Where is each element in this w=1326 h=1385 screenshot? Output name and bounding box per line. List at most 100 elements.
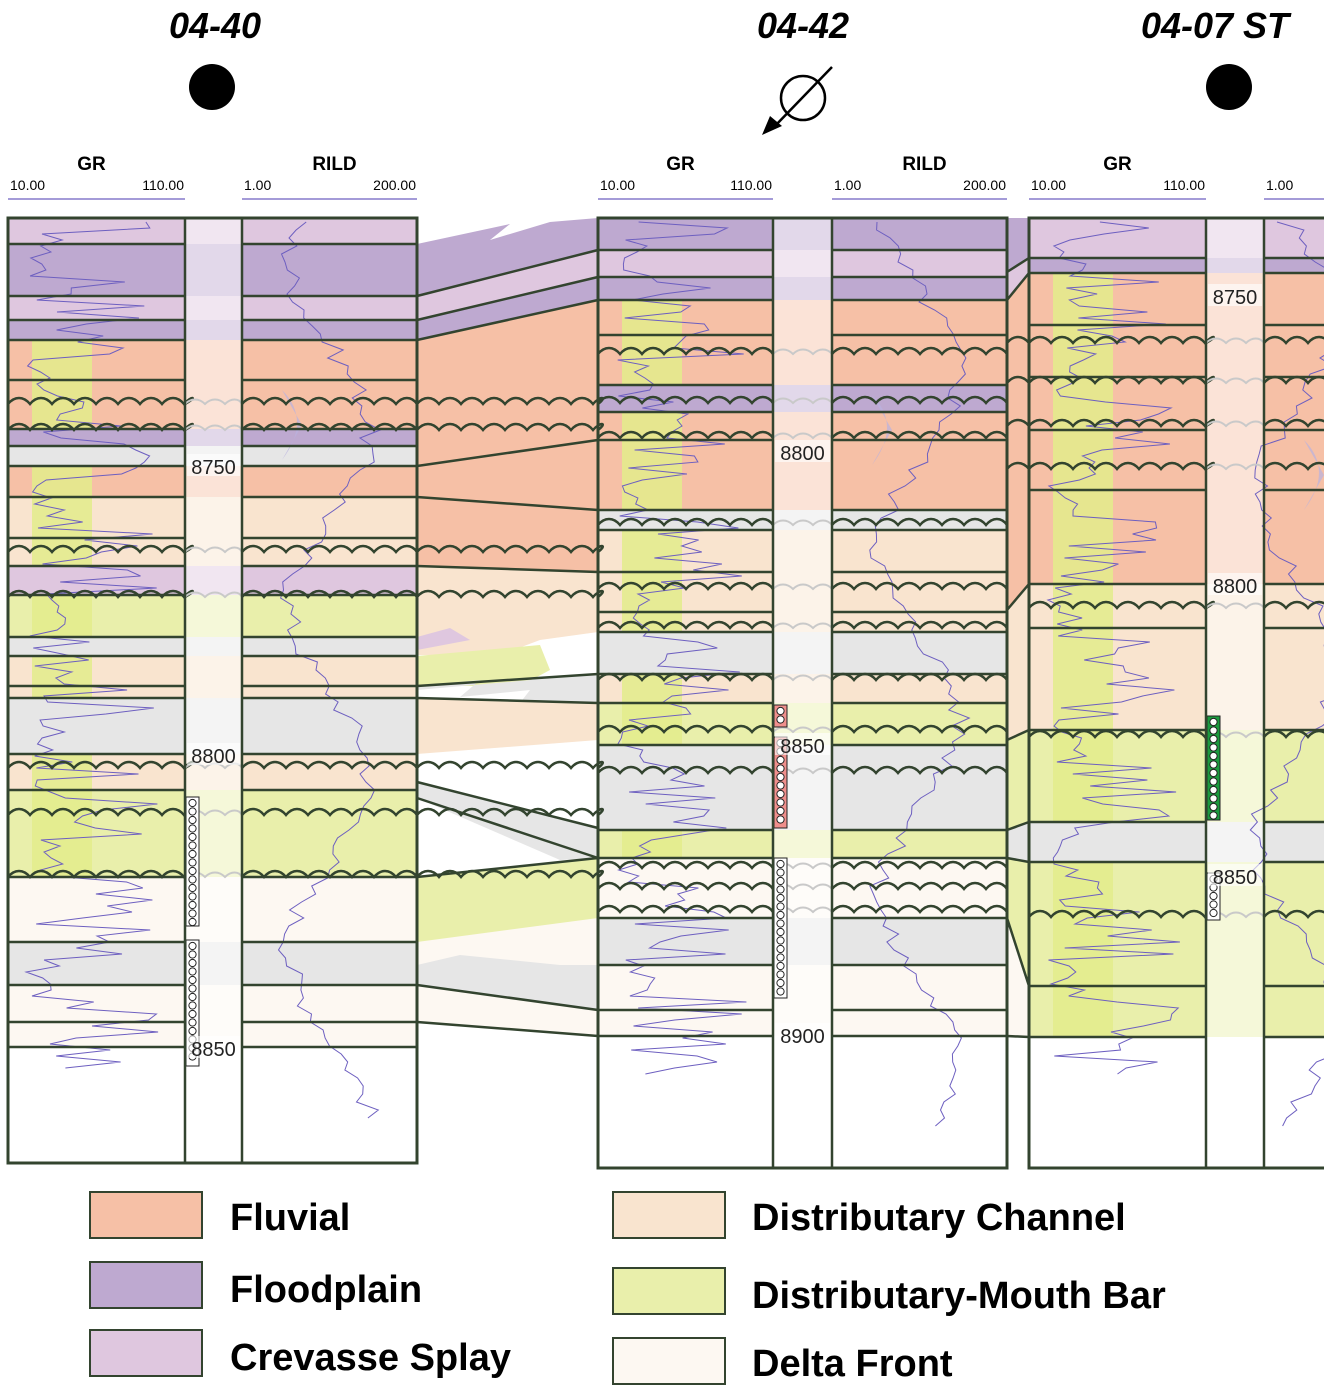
perforation-shot bbox=[188, 858, 197, 867]
perforation-shot bbox=[1209, 734, 1218, 744]
perforation-shot bbox=[188, 967, 197, 976]
gr-scale-min: 10.00 bbox=[1031, 177, 1066, 193]
correlation-line bbox=[1006, 728, 1030, 742]
facies-band-res bbox=[242, 446, 417, 466]
facies-band-res bbox=[242, 877, 417, 942]
perforation-shot bbox=[188, 798, 197, 808]
erosion-surface-corr bbox=[1006, 418, 1030, 427]
facies-band-res bbox=[1264, 325, 1324, 377]
rild-fill bbox=[872, 395, 892, 465]
perforation-shot bbox=[188, 1001, 197, 1010]
facies-band-res bbox=[832, 745, 1007, 830]
facies-band-res bbox=[242, 320, 417, 340]
erosion-surface-gr bbox=[597, 430, 775, 440]
erosion-surface-depth bbox=[1205, 420, 1265, 428]
depth-track-band bbox=[185, 637, 242, 656]
perforation-shot bbox=[188, 950, 197, 959]
facies-band-res bbox=[242, 1022, 417, 1047]
facies-band-gr bbox=[598, 632, 773, 674]
perforation-shot bbox=[776, 961, 785, 971]
filled-circle-icon bbox=[189, 64, 235, 110]
correlation-panel bbox=[417, 497, 598, 572]
perforation-shot bbox=[776, 953, 785, 962]
erosion-surface-depth bbox=[772, 674, 833, 682]
correlation-line bbox=[416, 983, 599, 1012]
legend-swatch bbox=[612, 1337, 726, 1385]
erosion-surface-gr bbox=[597, 395, 775, 405]
erosion-surface-gr bbox=[597, 765, 775, 775]
erosion-surface-gr bbox=[597, 620, 775, 630]
facies-band-res bbox=[242, 754, 417, 790]
depth-track-band bbox=[773, 300, 832, 335]
erosion-surface-res bbox=[241, 760, 419, 770]
correlation-line bbox=[416, 856, 599, 879]
erosion-surface-res bbox=[241, 589, 419, 599]
facies-band-res bbox=[242, 497, 417, 538]
erosion-surface-res bbox=[831, 395, 1009, 405]
perforation-shot bbox=[776, 859, 785, 869]
legend-label: Delta Front bbox=[752, 1343, 953, 1385]
rild-scale-min: 1.00 bbox=[244, 177, 271, 193]
correlation-line bbox=[1006, 272, 1030, 301]
facies-band-res bbox=[832, 277, 1007, 300]
facies-band-res bbox=[832, 412, 1007, 440]
perforation-shot bbox=[776, 868, 785, 877]
erosion-surface-depth bbox=[772, 348, 833, 356]
well-name: 04-42 bbox=[757, 5, 849, 46]
erosion-surface-res bbox=[831, 881, 1009, 891]
legend-label: Floodplain bbox=[230, 1269, 422, 1311]
depth-track-band bbox=[773, 335, 832, 385]
gr-curve bbox=[24, 221, 159, 1069]
erosion-surface-res bbox=[831, 346, 1009, 356]
correlation-panel bbox=[1007, 822, 1029, 862]
gr-sand-fill bbox=[32, 686, 92, 698]
facies-band-res bbox=[242, 218, 417, 244]
facies-band-res bbox=[1264, 730, 1324, 822]
depth-track-band bbox=[185, 429, 242, 446]
legend-swatch bbox=[89, 1191, 203, 1239]
perforation-shot bbox=[776, 987, 785, 996]
facies-band-res bbox=[1264, 377, 1324, 430]
facies-band-res bbox=[242, 985, 417, 1022]
perforation-shot bbox=[1209, 794, 1218, 803]
erosion-surface-gr bbox=[1028, 600, 1216, 610]
correlation-panel bbox=[417, 985, 598, 1036]
correlation-panel bbox=[1007, 218, 1029, 272]
rild-scale-min: 1.00 bbox=[834, 177, 861, 193]
perforation-shot bbox=[188, 984, 197, 993]
gr-sand-fill bbox=[1053, 986, 1113, 1037]
facies-band-gr bbox=[598, 1010, 773, 1036]
facies-band-res bbox=[242, 686, 417, 698]
depth-track-band bbox=[1206, 325, 1264, 377]
arrow-head bbox=[762, 116, 782, 135]
perforation-shot bbox=[776, 893, 785, 903]
rild-curve bbox=[1249, 221, 1324, 1127]
facies-band-res bbox=[242, 595, 417, 637]
erosion-surface-depth bbox=[184, 546, 243, 554]
gr-track-label: GR bbox=[666, 154, 695, 175]
erosion-surface-gr bbox=[7, 760, 195, 770]
erosion-surface-gr bbox=[7, 589, 195, 599]
depth-label-bg bbox=[775, 733, 830, 755]
erosion-surface-depth bbox=[1205, 337, 1265, 345]
facies-band-res bbox=[242, 466, 417, 497]
perforation-shot bbox=[188, 849, 197, 859]
erosion-surface-depth bbox=[184, 424, 243, 432]
depth-track-blank bbox=[1206, 1037, 1264, 1168]
depth-track-band bbox=[773, 572, 832, 612]
correlation-line bbox=[416, 248, 599, 298]
erosion-surface-res bbox=[831, 904, 1009, 914]
gr-sand-fill bbox=[1053, 430, 1113, 490]
erosion-surface-gr bbox=[597, 517, 775, 527]
perforation-shot bbox=[776, 755, 785, 765]
erosion-surface-corr bbox=[416, 544, 604, 554]
correlation-panel bbox=[417, 300, 598, 510]
depth-track-band bbox=[185, 566, 242, 595]
erosion-surface-gr bbox=[597, 881, 775, 891]
facies-band-res bbox=[242, 340, 417, 380]
perforation-shot bbox=[188, 841, 197, 850]
correlation-panel bbox=[417, 566, 598, 655]
correlation-panel bbox=[417, 698, 598, 754]
bed-boundaries bbox=[8, 216, 1324, 1049]
